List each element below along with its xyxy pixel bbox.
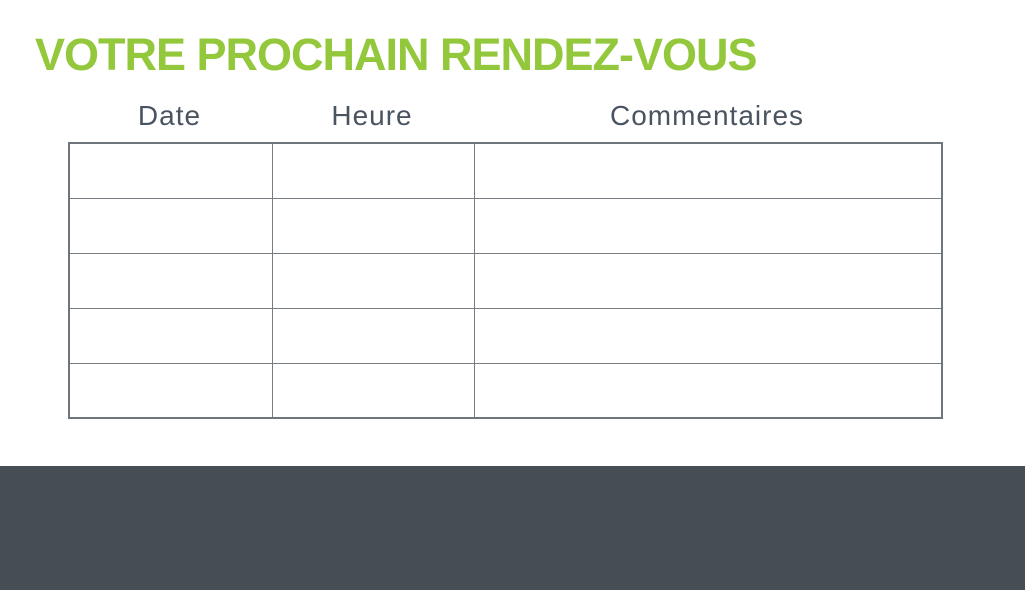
table-cell: [271, 197, 475, 254]
table-cell: [271, 307, 475, 364]
footer-band: [0, 466, 1025, 590]
table-row: [68, 252, 943, 309]
appointments-table-area: Date Heure Commentaires: [68, 101, 943, 419]
column-header-date: Date: [137, 100, 202, 131]
column-header-heure: Heure: [331, 100, 413, 131]
table-cell: [473, 362, 943, 419]
table-cell: [68, 307, 273, 364]
page-title: VOTRE PROCHAIN RENDEZ-VOUS: [35, 29, 758, 80]
table-row: [68, 142, 943, 199]
table-column-headers: Date Heure Commentaires: [68, 101, 941, 131]
column-header-commentaires: Commentaires: [609, 100, 805, 131]
table-row: [68, 362, 943, 419]
table-cell: [68, 142, 273, 199]
table-cell: [473, 307, 943, 364]
table-row: [68, 307, 943, 364]
table-cell: [473, 252, 943, 309]
appointments-table-body: [68, 142, 943, 419]
appointments-table: [68, 142, 943, 419]
table-row: [68, 197, 943, 254]
table-cell: [68, 197, 273, 254]
table-cell: [271, 252, 475, 309]
table-cell: [473, 142, 943, 199]
table-cell: [271, 142, 475, 199]
table-cell: [271, 362, 475, 419]
table-cell: [68, 362, 273, 419]
table-cell: [473, 197, 943, 254]
table-cell: [68, 252, 273, 309]
